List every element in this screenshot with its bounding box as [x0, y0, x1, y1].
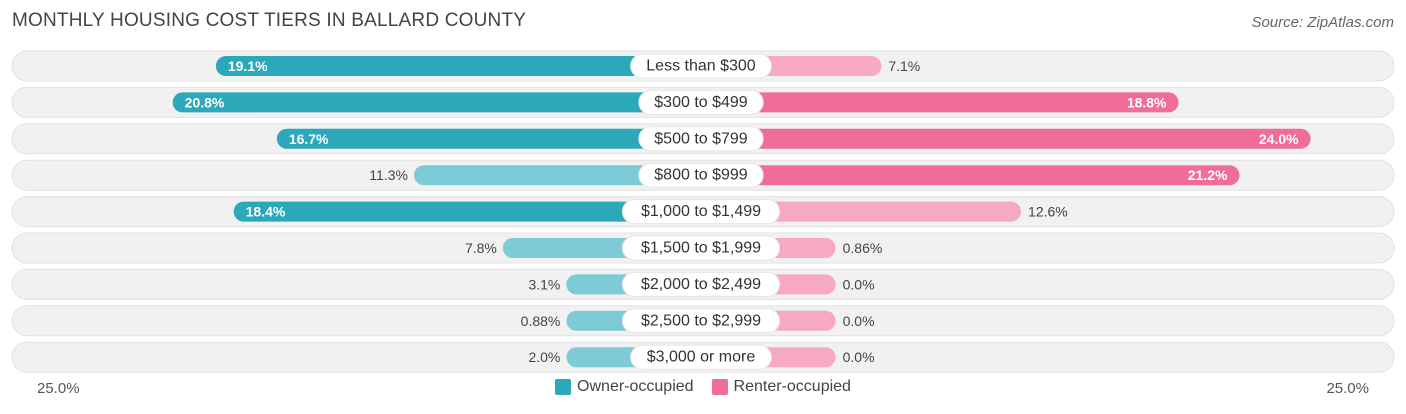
renter-bar: [701, 92, 1179, 113]
category-label: $800 to $999: [654, 167, 748, 184]
axis-left-label: 25.0%: [37, 380, 80, 397]
category-pill: [621, 199, 781, 225]
renter-value-label: 18.8%: [1127, 94, 1167, 110]
category-label: $2,500 to $2,999: [641, 312, 761, 329]
category-label: $1,000 to $1,499: [641, 203, 761, 220]
renter-bar: [701, 201, 1022, 222]
legend-swatch-renter: [711, 379, 728, 395]
axis-right-label: 25.0%: [1326, 380, 1369, 397]
category-label: $1,500 to $1,999: [641, 240, 761, 257]
category-pill: [621, 308, 781, 334]
owner-value-label: 7.8%: [465, 240, 497, 256]
category-label: $3,000 or more: [647, 349, 756, 366]
category-pill: [621, 271, 781, 297]
owner-bar: [172, 92, 701, 113]
owner-value-label: 19.1%: [228, 58, 268, 74]
renter-bar: [701, 128, 1311, 149]
legend-label-renter: Renter-occupied: [733, 378, 851, 395]
owner-value-label: 11.3%: [369, 167, 408, 183]
owner-bar: [276, 128, 701, 149]
category-pill: [638, 126, 764, 152]
chart-title: MONTHLY HOUSING COST TIERS IN BALLARD CO…: [12, 10, 527, 31]
category-pill: [638, 162, 764, 188]
legend-item-owner: Owner-occupied: [555, 378, 694, 396]
category-pill: [638, 89, 764, 115]
owner-bar: [215, 56, 702, 76]
renter-bar: [701, 165, 1240, 186]
renter-value-label: 12.6%: [1028, 204, 1068, 220]
category-pill: [630, 53, 772, 79]
owner-bar: [413, 165, 701, 186]
legend-swatch-owner: [555, 379, 572, 395]
owner-bar: [233, 201, 701, 222]
renter-value-label: 0.0%: [843, 349, 875, 365]
renter-value-label: 0.86%: [843, 240, 883, 256]
category-label: $2,000 to $2,499: [641, 276, 761, 293]
owner-value-label: 18.4%: [246, 204, 286, 220]
renter-value-label: 0.0%: [843, 276, 875, 292]
owner-value-label: 20.8%: [185, 94, 225, 110]
owner-value-label: 3.1%: [528, 276, 560, 292]
renter-value-label: 24.0%: [1259, 131, 1299, 147]
legend-item-renter: Renter-occupied: [711, 378, 851, 396]
category-label: $300 to $499: [654, 94, 748, 111]
legend-label-owner: Owner-occupied: [577, 378, 694, 395]
owner-value-label: 0.88%: [521, 313, 561, 329]
category-pill: [630, 344, 772, 370]
category-pill: [621, 235, 781, 261]
chart-source: Source: ZipAtlas.com: [1251, 14, 1394, 31]
renter-value-label: 21.2%: [1188, 167, 1228, 183]
renter-value-label: 0.0%: [843, 313, 875, 329]
chart-legend: Owner-occupied Renter-occupied: [0, 378, 1406, 396]
renter-value-label: 7.1%: [888, 58, 920, 74]
owner-value-label: 2.0%: [528, 349, 560, 365]
category-label: $500 to $799: [654, 130, 748, 147]
owner-value-label: 16.7%: [289, 131, 329, 147]
category-label: Less than $300: [646, 58, 756, 75]
